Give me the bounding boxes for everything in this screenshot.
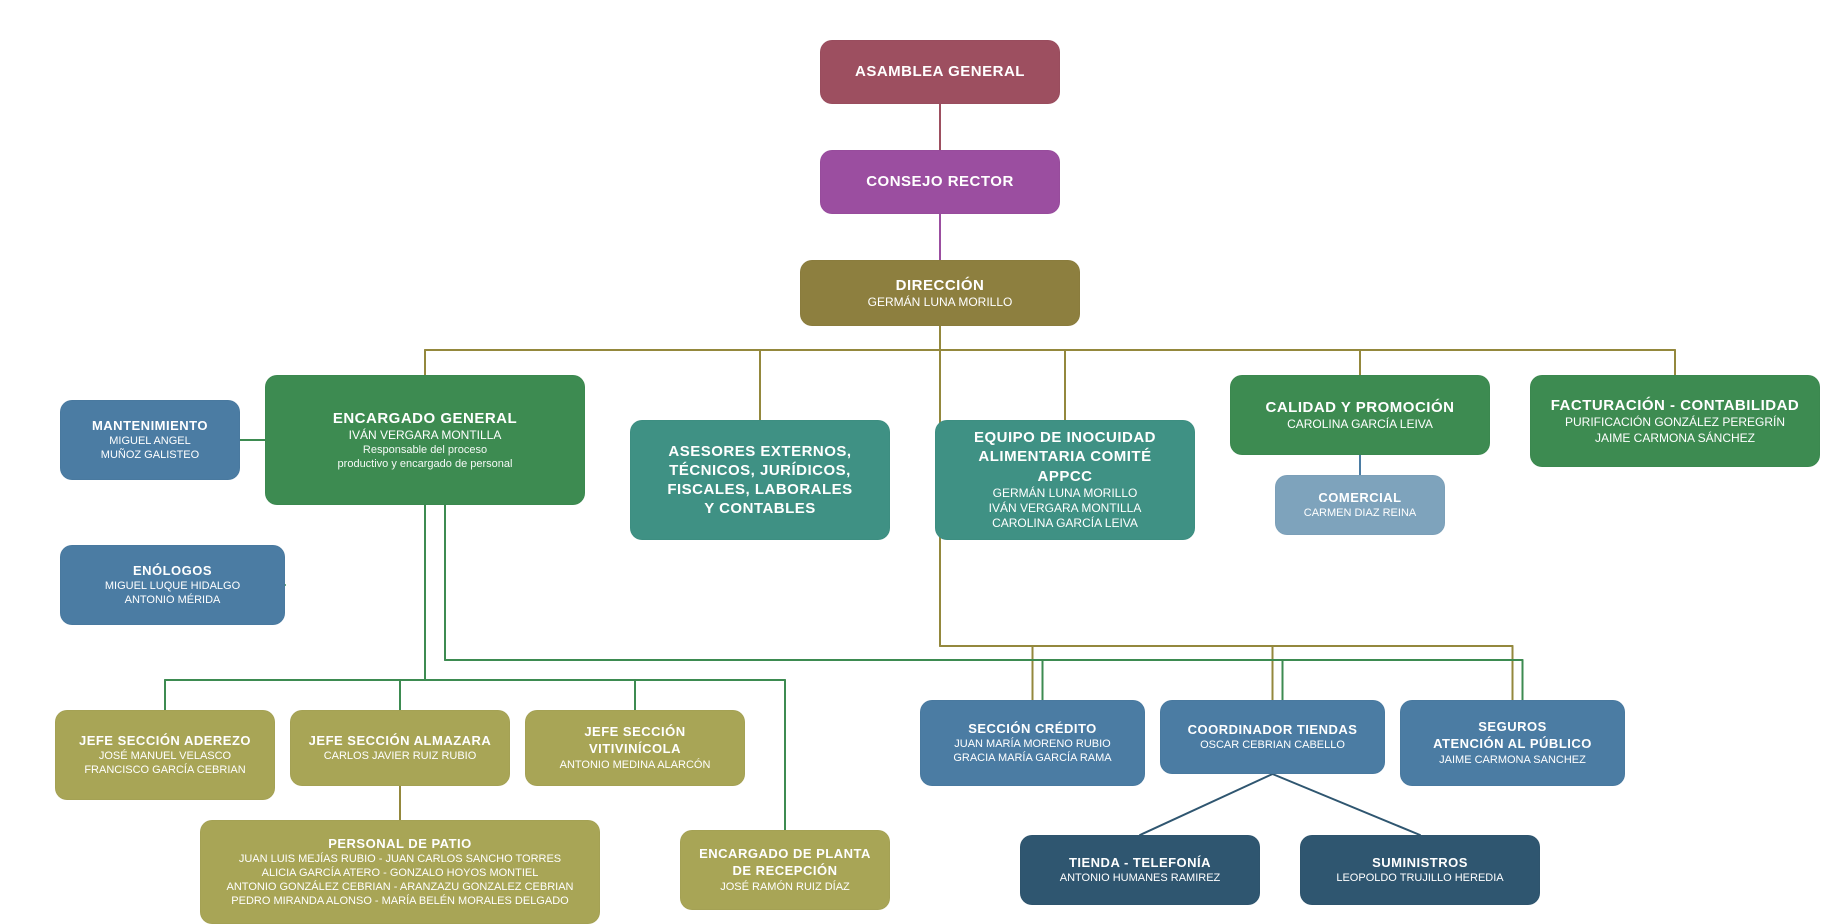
node-title: ASESORES EXTERNOS,TÉCNICOS, JURÍDICOS,FI… xyxy=(644,442,876,519)
node-subtitle: JOSÉ MANUEL VELASCOFRANCISCO GARCÍA CEBR… xyxy=(69,749,261,777)
node-title: FACTURACIÓN - CONTABILIDAD xyxy=(1544,396,1806,415)
org-chart: ASAMBLEA GENERALCONSEJO RECTORDIRECCIÓNG… xyxy=(0,0,1836,924)
node-subtitle: PURIFICACIÓN GONZÁLEZ PEREGRÍNJAIME CARM… xyxy=(1544,415,1806,446)
node-title: SECCIÓN CRÉDITO xyxy=(934,721,1131,738)
node-comercial: COMERCIALCARMEN DIAZ REINA xyxy=(1275,475,1445,535)
node-subtitle: MIGUEL LUQUE HIDALGOANTONIO MÉRIDA xyxy=(74,579,271,607)
node-jefea: JEFE SECCIÓN ADEREZOJOSÉ MANUEL VELASCOF… xyxy=(55,710,275,800)
node-direccion: DIRECCIÓNGERMÁN LUNA MORILLO xyxy=(800,260,1080,326)
node-seguros: SEGUROSATENCIÓN AL PÚBLICOJAIME CARMONA … xyxy=(1400,700,1625,786)
node-subtitle: CARLOS JAVIER RUIZ RUBIO xyxy=(304,749,496,763)
node-coord: COORDINADOR TIENDASOSCAR CEBRIAN CABELLO xyxy=(1160,700,1385,774)
node-suministros: SUMINISTROSLEOPOLDO TRUJILLO HEREDIA xyxy=(1300,835,1540,905)
node-title: CALIDAD Y PROMOCIÓN xyxy=(1244,398,1476,417)
node-subtitle: JUAN MARÍA MORENO RUBIOGRACIA MARÍA GARC… xyxy=(934,737,1131,765)
node-subtitle: JUAN LUIS MEJÍAS RUBIO - JUAN CARLOS SAN… xyxy=(214,852,586,908)
node-detail: Responsable del procesoproductivo y enca… xyxy=(279,443,571,471)
node-consejo: CONSEJO RECTOR xyxy=(820,150,1060,214)
node-equipo: EQUIPO DE INOCUIDADALIMENTARIA COMITÉ AP… xyxy=(935,420,1195,540)
node-title: JEFE SECCIÓN VITIVINÍCOLA xyxy=(539,724,731,757)
node-title: COORDINADOR TIENDAS xyxy=(1174,722,1371,739)
node-subtitle: GERMÁN LUNA MORILLO xyxy=(814,295,1066,310)
node-subtitle: CARMEN DIAZ REINA xyxy=(1289,506,1431,520)
node-subtitle: OSCAR CEBRIAN CABELLO xyxy=(1174,738,1371,752)
node-subtitle: LEOPOLDO TRUJILLO HEREDIA xyxy=(1314,871,1526,885)
node-personal: PERSONAL DE PATIOJUAN LUIS MEJÍAS RUBIO … xyxy=(200,820,600,924)
node-facturacion: FACTURACIÓN - CONTABILIDADPURIFICACIÓN G… xyxy=(1530,375,1820,467)
node-subtitle: MIGUEL ANGELMUÑOZ GALISTEO xyxy=(74,434,226,462)
node-jefeb: JEFE SECCIÓN ALMAZARACARLOS JAVIER RUIZ … xyxy=(290,710,510,786)
node-title: SUMINISTROS xyxy=(1314,855,1526,872)
node-encargado: ENCARGADO GENERALIVÁN VERGARA MONTILLARe… xyxy=(265,375,585,505)
node-title: TIENDA - TELEFONÍA xyxy=(1034,855,1246,872)
node-title: EQUIPO DE INOCUIDADALIMENTARIA COMITÉ AP… xyxy=(949,428,1181,486)
node-subtitle: ANTONIO MEDINA ALARCÓN xyxy=(539,758,731,772)
node-title: COMERCIAL xyxy=(1289,490,1431,507)
node-enologos: ENÓLOGOSMIGUEL LUQUE HIDALGOANTONIO MÉRI… xyxy=(60,545,285,625)
node-subtitle: JOSÉ RAMÓN RUIZ DÍAZ xyxy=(694,880,876,894)
node-asamblea: ASAMBLEA GENERAL xyxy=(820,40,1060,104)
node-jefec: JEFE SECCIÓN VITIVINÍCOLAANTONIO MEDINA … xyxy=(525,710,745,786)
node-credito: SECCIÓN CRÉDITOJUAN MARÍA MORENO RUBIOGR… xyxy=(920,700,1145,786)
node-title: ENCARGADO GENERAL xyxy=(279,409,571,428)
node-title: ASAMBLEA GENERAL xyxy=(834,62,1046,81)
node-mant: MANTENIMIENTOMIGUEL ANGELMUÑOZ GALISTEO xyxy=(60,400,240,480)
node-asesores: ASESORES EXTERNOS,TÉCNICOS, JURÍDICOS,FI… xyxy=(630,420,890,540)
node-title: JEFE SECCIÓN ADEREZO xyxy=(69,733,261,750)
node-calidad: CALIDAD Y PROMOCIÓNCAROLINA GARCÍA LEIVA xyxy=(1230,375,1490,455)
node-subtitle: IVÁN VERGARA MONTILLA xyxy=(279,428,571,443)
node-title: ENCARGADO DE PLANTADE RECEPCIÓN xyxy=(694,846,876,879)
node-subtitle: GERMÁN LUNA MORILLOIVÁN VERGARA MONTILLA… xyxy=(949,486,1181,532)
node-title: SEGUROSATENCIÓN AL PÚBLICO xyxy=(1414,719,1611,752)
node-tienda: TIENDA - TELEFONÍAANTONIO HUMANES RAMIRE… xyxy=(1020,835,1260,905)
node-subtitle: JAIME CARMONA SANCHEZ xyxy=(1414,753,1611,767)
node-subtitle: ANTONIO HUMANES RAMIREZ xyxy=(1034,871,1246,885)
node-title: DIRECCIÓN xyxy=(814,276,1066,295)
node-subtitle: CAROLINA GARCÍA LEIVA xyxy=(1244,417,1476,432)
node-title: MANTENIMIENTO xyxy=(74,418,226,435)
node-recepcion: ENCARGADO DE PLANTADE RECEPCIÓNJOSÉ RAMÓ… xyxy=(680,830,890,910)
node-title: PERSONAL DE PATIO xyxy=(214,836,586,853)
node-title: ENÓLOGOS xyxy=(74,563,271,580)
node-title: CONSEJO RECTOR xyxy=(834,172,1046,191)
node-title: JEFE SECCIÓN ALMAZARA xyxy=(304,733,496,750)
